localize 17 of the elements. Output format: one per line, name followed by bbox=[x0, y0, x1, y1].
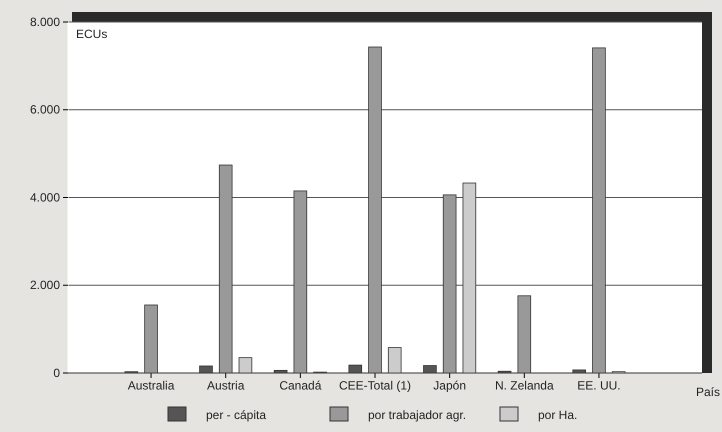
y-tick-label: 6.000 bbox=[30, 102, 60, 117]
legend-label: por trabajador agr. bbox=[368, 408, 466, 422]
x-tick-label: Japón bbox=[433, 378, 466, 393]
x-tick-label: Austria bbox=[207, 378, 245, 393]
legend-label: per - cápita bbox=[206, 408, 266, 422]
y-tick-label: 4.000 bbox=[30, 190, 60, 204]
x-tick-label: CEE-Total (1) bbox=[338, 378, 412, 393]
y-tick-label: 2.000 bbox=[30, 278, 60, 292]
x-tick-label: Canadá bbox=[279, 378, 322, 393]
y-axis-title: ECUs bbox=[76, 27, 108, 41]
x-tick-label: EE. UU. bbox=[577, 378, 621, 393]
x-axis-title: País bbox=[696, 385, 720, 399]
legend-label: por Ha. bbox=[538, 408, 578, 422]
x-tick-label: N. Zelanda bbox=[494, 378, 554, 393]
y-tick-label: 8.000 bbox=[30, 14, 60, 29]
y-tick-label: 0 bbox=[53, 366, 60, 380]
x-tick-label: Australia bbox=[128, 378, 175, 393]
